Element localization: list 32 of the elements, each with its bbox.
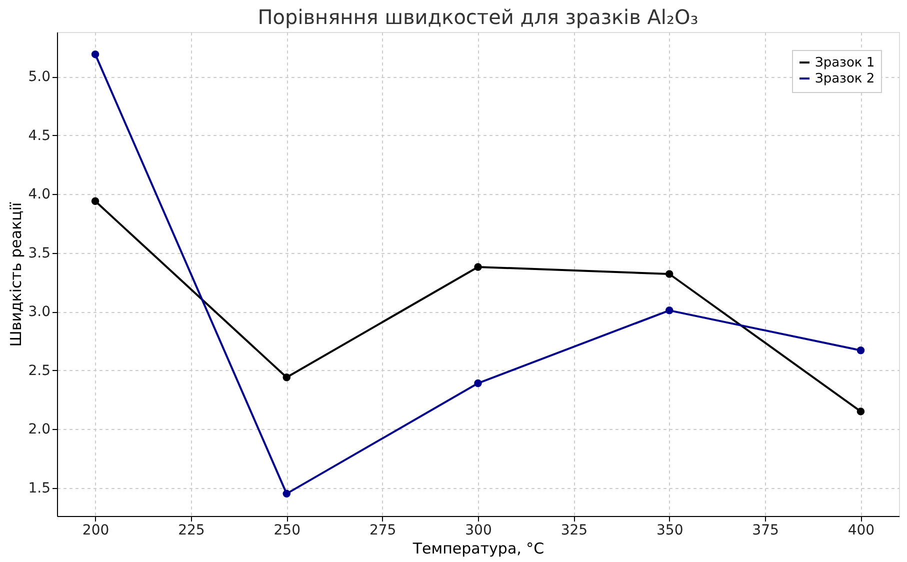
y-axis-title: Швидкість реакції <box>7 201 26 347</box>
y-tick-label: 2.5 <box>28 362 50 379</box>
x-tick-label: 325 <box>560 522 588 538</box>
point <box>856 408 865 416</box>
x-tick-label: 350 <box>656 522 684 538</box>
y-tick-label: 3.0 <box>28 304 50 320</box>
y-tick-label: 1.5 <box>28 480 50 496</box>
y-tick-label: 3.5 <box>28 245 50 262</box>
point <box>665 306 674 314</box>
point <box>856 346 865 354</box>
y-tick-label: 2.0 <box>28 422 50 438</box>
point <box>474 379 482 388</box>
x-tick-label: 300 <box>465 522 492 538</box>
point <box>474 263 482 271</box>
x-tick-label: 375 <box>752 522 779 538</box>
point <box>91 197 100 206</box>
legend-label: Зразок 1 <box>815 56 875 70</box>
y-tick-label: 4.5 <box>28 128 50 144</box>
y-tick-label: 5.0 <box>28 69 50 86</box>
point <box>282 490 291 498</box>
y-tick-label: 4.0 <box>28 186 50 203</box>
x-tick-label: 225 <box>178 522 205 538</box>
point <box>282 374 291 382</box>
x-tick-label: 200 <box>82 522 110 538</box>
chart-title: Порівняння швидкостей для зразків Al₂O₃ <box>258 5 698 29</box>
legend-label: Зразок 2 <box>815 72 875 86</box>
x-axis-title: Температура, °C <box>412 540 544 558</box>
x-tick-label: 400 <box>848 522 875 538</box>
x-tick-label: 250 <box>274 522 301 538</box>
point <box>91 50 100 58</box>
point <box>665 270 674 278</box>
x-tick-label: 275 <box>369 522 396 538</box>
